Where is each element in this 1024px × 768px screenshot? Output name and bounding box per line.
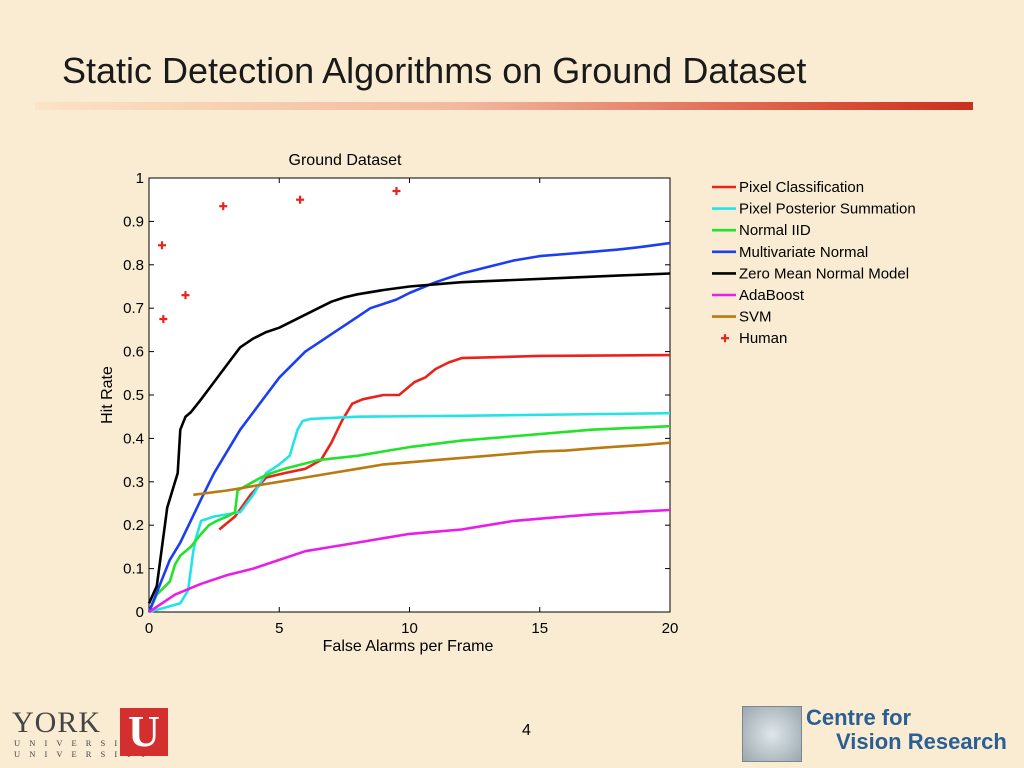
legend-label: Pixel Classification	[739, 179, 864, 196]
legend-item: Human	[721, 330, 787, 347]
x-tick-label: 0	[145, 620, 153, 637]
human-point	[296, 195, 305, 204]
x-tick-label: 20	[662, 620, 679, 637]
series-line-adaboost	[148, 508, 671, 614]
legend-label: Pixel Posterior Summation	[739, 201, 916, 218]
york-university-logo: YORK U N I V E R S I T É U N I V E R S I…	[12, 706, 172, 762]
human-point	[219, 202, 228, 211]
y-tick-label: 0.6	[123, 344, 144, 361]
title-rule	[35, 102, 973, 110]
y-tick-label: 0.4	[123, 430, 144, 447]
y-tick-label: 0.9	[123, 213, 144, 230]
legend-label: Normal IID	[739, 222, 811, 239]
legend-item: Zero Mean Normal Model	[712, 265, 909, 282]
legend-label: SVM	[739, 309, 772, 326]
y-axis-label: Hit Rate	[99, 366, 116, 424]
york-logo-subtitle: U N I V E R S I T É U N I V E R S I T Y	[14, 738, 150, 760]
y-tick-label: 0.1	[123, 561, 144, 578]
x-axis-label: False Alarms per Frame	[323, 638, 494, 655]
series-line-zero-mean-normal-model	[147, 272, 671, 604]
slide-title: Static Detection Algorithms on Ground Da…	[62, 50, 807, 91]
series-layer	[147, 187, 671, 614]
cvr-logo-line1: Centre for	[806, 705, 912, 730]
series-line-multivariate-normal	[147, 241, 671, 613]
legend-item: Pixel Posterior Summation	[712, 201, 916, 218]
y-axis: 0 0.1 0.2 0.3 0.4 0.5 0.6 0.7 0.8 0.9 1	[123, 170, 670, 621]
y-tick-label: 0.5	[123, 387, 144, 404]
human-point	[158, 241, 167, 250]
x-tick-label: 10	[401, 620, 418, 637]
legend-label: Zero Mean Normal Model	[739, 265, 909, 282]
legend-item: Normal IID	[712, 222, 811, 239]
york-logo-subtitle-fr: U N I V E R S I T É	[14, 738, 150, 748]
human-point	[181, 291, 190, 300]
plot-area	[148, 177, 671, 613]
cvr-emblem-icon	[742, 706, 802, 762]
series-human	[158, 187, 401, 324]
cvr-logo-line2: Vision Research	[836, 729, 1007, 754]
x-axis: 0 5 10 15 20	[145, 178, 679, 637]
legend: Pixel Classification Pixel Posterior Summ…	[712, 179, 916, 347]
x-tick-label: 5	[275, 620, 283, 637]
y-tick-label: 0.2	[123, 517, 144, 534]
legend-item: Pixel Classification	[712, 179, 864, 196]
legend-item: Multivariate Normal	[712, 244, 868, 261]
y-tick-label: 0.8	[123, 257, 144, 274]
legend-item: AdaBoost	[712, 287, 805, 304]
chart-title: Ground Dataset	[289, 152, 403, 169]
human-point	[392, 187, 401, 196]
cvr-logo: Centre for Vision Research	[742, 702, 1018, 762]
y-tick-label: 0.3	[123, 474, 144, 491]
legend-label: Human	[739, 330, 787, 347]
human-point	[159, 315, 168, 324]
legend-label: Multivariate Normal	[739, 244, 868, 261]
chart: Ground Dataset 0 0.1 0.2 0.3 0.4 0.5 0.6 0.7 0.8…	[99, 152, 916, 655]
y-tick-label: 1	[136, 170, 144, 187]
y-tick-label: 0.7	[123, 300, 144, 317]
y-tick-label: 0	[136, 604, 144, 621]
york-logo-subtitle-en: U N I V E R S I T Y	[14, 749, 150, 759]
series-line-svm	[193, 441, 671, 497]
page-number: 4	[522, 722, 531, 739]
cvr-logo-name: Centre for Vision Research	[806, 706, 1007, 754]
series-line-pixel-posterior-summation	[148, 411, 671, 614]
legend-label: AdaBoost	[739, 287, 805, 304]
legend-item: SVM	[712, 309, 772, 326]
legend-marker	[721, 334, 729, 343]
x-tick-label: 15	[531, 620, 548, 637]
series-line-pixel-classification	[218, 353, 671, 531]
york-logo-word: YORK	[12, 706, 102, 739]
york-logo-mark: U	[120, 708, 168, 756]
